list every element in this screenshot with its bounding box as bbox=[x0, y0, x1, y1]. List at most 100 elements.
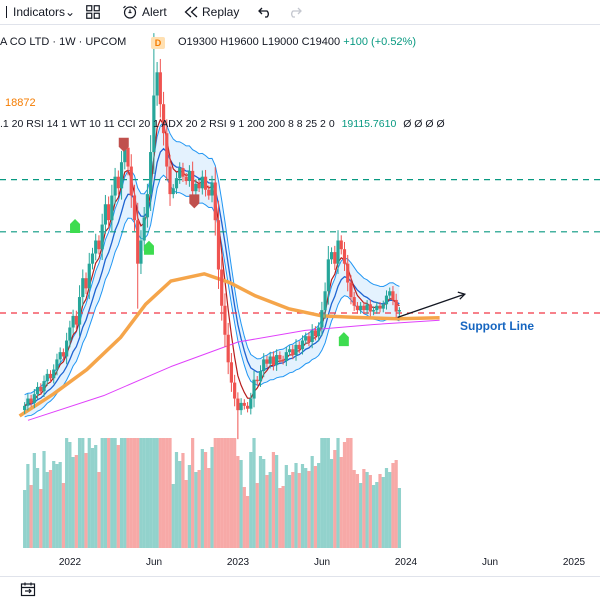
buy-signal-marker bbox=[70, 219, 81, 233]
volume-bar bbox=[113, 438, 117, 548]
volume-bar bbox=[29, 485, 33, 548]
candle-body bbox=[52, 369, 56, 379]
ohlc-open: O19300 bbox=[178, 36, 218, 48]
candle-body bbox=[291, 349, 295, 356]
candle-body bbox=[320, 310, 324, 328]
candle-body bbox=[158, 72, 162, 105]
undo-button[interactable] bbox=[258, 3, 272, 21]
layouts-button[interactable] bbox=[86, 3, 100, 21]
replay-button[interactable]: Replay bbox=[184, 3, 239, 21]
ohlc-low: L19000 bbox=[261, 36, 299, 48]
candle-body bbox=[39, 386, 43, 392]
volume-bar bbox=[255, 483, 259, 548]
volume-bar bbox=[152, 438, 156, 548]
redo-icon bbox=[291, 7, 302, 18]
candle-body bbox=[339, 240, 343, 250]
volume-bar bbox=[375, 482, 379, 548]
volume-bar bbox=[110, 438, 114, 548]
volume-bar bbox=[132, 438, 137, 548]
candle-body bbox=[45, 373, 49, 382]
candle-body bbox=[68, 327, 72, 341]
x-axis: 2022 Jun 2023 Jun 2024 Jun 2025 bbox=[0, 552, 600, 576]
volume-bar bbox=[55, 464, 59, 548]
candle-body bbox=[278, 355, 282, 360]
candle-body bbox=[87, 263, 91, 289]
volume-bar bbox=[103, 438, 108, 548]
volume-bar bbox=[333, 450, 337, 548]
volume-bar bbox=[119, 438, 124, 548]
candle-body bbox=[381, 304, 385, 309]
candle-body bbox=[233, 382, 237, 399]
volume-bar bbox=[384, 468, 389, 548]
volume-bar bbox=[245, 496, 250, 548]
volume-bar bbox=[388, 472, 392, 548]
indicators-label: Indicators bbox=[13, 5, 66, 19]
volume-bar bbox=[61, 483, 66, 548]
candle-body bbox=[77, 297, 82, 325]
volume-bar bbox=[394, 460, 398, 548]
volume-bar bbox=[74, 455, 78, 548]
candle-body bbox=[294, 344, 298, 356]
candle-body bbox=[236, 398, 240, 411]
support-line-label: Support Line bbox=[460, 319, 534, 333]
candle-body bbox=[110, 195, 114, 221]
candle-body bbox=[191, 170, 195, 192]
date-range-button[interactable] bbox=[20, 581, 36, 602]
volume-bar bbox=[275, 455, 279, 548]
volume-bar bbox=[58, 462, 62, 548]
candle-body bbox=[149, 152, 153, 195]
volume-bar bbox=[45, 472, 49, 548]
candle-body bbox=[229, 362, 234, 383]
volume-bar bbox=[216, 438, 221, 548]
candle-body bbox=[239, 402, 243, 411]
volume-bar bbox=[336, 438, 340, 548]
candle-body bbox=[97, 240, 101, 250]
candle-body bbox=[352, 297, 356, 306]
candle-body bbox=[119, 162, 124, 189]
candle-body bbox=[194, 183, 198, 192]
indicator-value: 19115.7610 bbox=[341, 118, 397, 130]
candle-body bbox=[271, 356, 276, 366]
volume-bar bbox=[249, 452, 253, 548]
volume-bar bbox=[307, 471, 311, 548]
candle-body bbox=[174, 178, 179, 189]
candle-body bbox=[397, 310, 402, 312]
candle-body bbox=[132, 195, 137, 221]
x-tick-label: 2022 bbox=[59, 557, 82, 568]
horizontal-levels bbox=[0, 179, 600, 314]
volume-bar bbox=[68, 442, 72, 548]
redo-button[interactable] bbox=[288, 3, 302, 21]
candle-body bbox=[368, 304, 372, 312]
x-tick-label: 2023 bbox=[227, 557, 250, 568]
sell-signal-marker bbox=[189, 194, 200, 209]
volume-bar bbox=[317, 463, 321, 548]
candle-body bbox=[197, 183, 201, 189]
volume-bar bbox=[226, 438, 230, 548]
volume-bar bbox=[181, 453, 185, 548]
candle-body bbox=[362, 305, 366, 311]
ohlc-legend: O19300 H19600 L19000 C19400 +100 (+0.52%… bbox=[178, 36, 416, 48]
candle-body bbox=[203, 176, 208, 190]
volume-bar bbox=[136, 438, 140, 548]
volume-bar bbox=[194, 472, 198, 548]
volume-bar bbox=[145, 438, 150, 548]
candle-body bbox=[116, 176, 120, 189]
indicators-dropdown-button[interactable]: ⌄ bbox=[65, 3, 75, 21]
volume-bar bbox=[187, 465, 192, 548]
volume-bar bbox=[271, 452, 276, 548]
volume-bar bbox=[123, 438, 127, 548]
ohlc-close: C19400 bbox=[301, 36, 341, 48]
top-toolbar: Indicators ⌄ Alert Replay bbox=[0, 0, 600, 25]
candle-body bbox=[329, 252, 334, 260]
volume-bar bbox=[220, 438, 224, 548]
volume-bar bbox=[213, 438, 217, 548]
candle-body bbox=[359, 305, 363, 311]
volume-bar bbox=[139, 438, 143, 548]
volume-bar bbox=[229, 438, 234, 548]
volume-bar bbox=[300, 464, 305, 548]
alert-button[interactable]: Alert bbox=[122, 3, 167, 21]
x-tick-label: Jun bbox=[146, 557, 162, 568]
indicators-button[interactable]: Indicators bbox=[0, 3, 65, 21]
